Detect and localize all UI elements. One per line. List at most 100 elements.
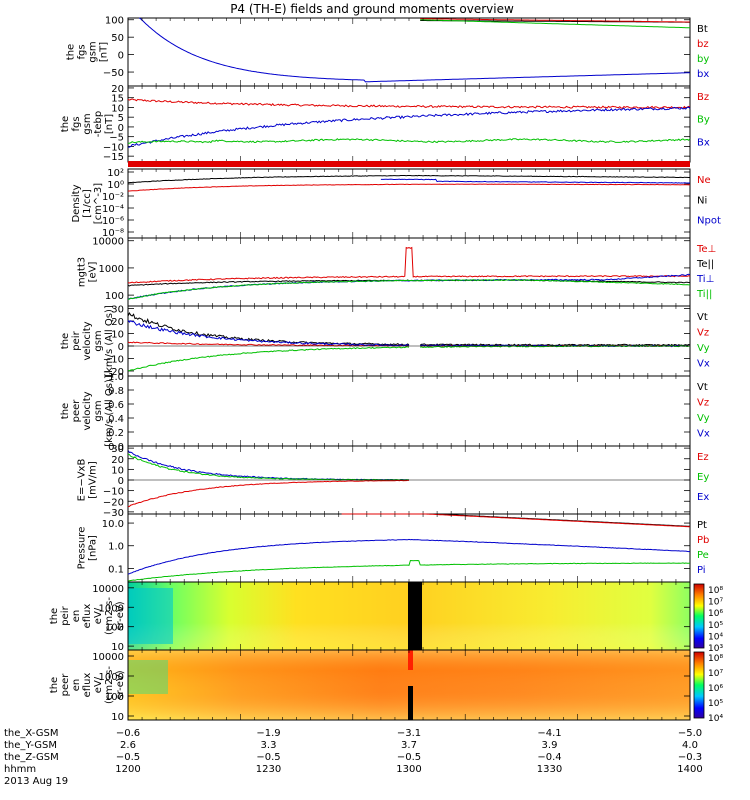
x-row-value: −0.6 (116, 728, 140, 739)
series-red (127, 246, 691, 284)
series-green (128, 138, 691, 144)
colorbar: 10⁸ 10⁷ 10⁶ 10⁵ 10⁴ (693, 651, 723, 724)
data-gap-bar (408, 582, 422, 650)
y-axis-label-line: eV/ (93, 607, 104, 624)
y-tick-label: 20 (111, 317, 124, 328)
colorbar-tick-label: 10⁷ (708, 669, 723, 679)
y-axis-label-line: peir (71, 330, 82, 350)
y-tick-label: −5 (109, 133, 124, 144)
y-axis-label-line: peer (71, 399, 82, 423)
colorbar-tick-label: 10⁶ (708, 609, 723, 619)
legend: Bt bz by bx (697, 24, 709, 80)
panel-frame (127, 17, 691, 87)
y-tick-label: 1.0 (108, 542, 124, 553)
y-axis-label: Pressure [nPa] (77, 527, 99, 570)
y-tick-label: −20 (103, 497, 124, 508)
x-row-value: 3.7 (401, 740, 417, 751)
legend: Ez Ey Ex (697, 452, 709, 503)
y-tick-label: 10⁻⁸ (102, 228, 124, 239)
x-row-value: 1330 (537, 764, 562, 775)
y-axis-label-line: the (49, 677, 60, 693)
y-axis-label-line: gsm (88, 41, 99, 62)
x-row-value: 4.0 (682, 740, 698, 751)
legend: Bz By Bx (697, 92, 710, 148)
panel-frame (127, 85, 691, 163)
y-axis-label-line: gsm (93, 330, 104, 351)
panel-frame (127, 305, 691, 377)
y-tick-label: 10 (111, 330, 124, 341)
x-date: 2013 Aug 19 (4, 776, 68, 787)
y-tick-label: 100 (105, 16, 124, 27)
series-blue (380, 178, 691, 184)
panel-peer-spec: 10⁸ 10⁷ 10⁶ 10⁵ 10⁴ 10000 1000 100 10 the peer en ef… (49, 649, 723, 724)
series-black (127, 174, 690, 184)
y-axis-label-line: the (66, 44, 77, 60)
y-tick-label: 10⁻⁶ (102, 216, 124, 227)
y-axis-label: mgtt3 [eV] (77, 257, 99, 287)
colorbar-tick-label: 10⁴ (708, 714, 723, 724)
y-tick-label: 10⁻² (102, 192, 124, 203)
y-tick-label: 10000 (92, 584, 124, 595)
x-axis: the_X-GSM −0.6 −1.9 −3.1 −4.1 −5.0 the_Y-GSM 2.… (4, 728, 703, 787)
y-tick-label: 0 (118, 476, 124, 487)
legend-entry: Npot (697, 216, 721, 227)
legend-entry: Pt (697, 520, 707, 531)
y-tick-label: 30 (111, 305, 124, 316)
y-tick-label: 10⁰ (107, 180, 124, 191)
series-red (127, 479, 409, 508)
legend-entry: Ni (697, 195, 707, 206)
colorbar-tick-label: 10⁸ (708, 654, 723, 664)
y-tick-label: −10 (103, 487, 124, 498)
series-blue (128, 106, 691, 148)
y-axis-label-line: [cm^-3] (93, 183, 104, 224)
y-tick-label: −10 (103, 142, 124, 153)
y-axis-label-line: -tebp (93, 111, 104, 137)
legend-entry: Vt (697, 312, 708, 323)
legend: Vt Vz Vy Vx (697, 312, 710, 370)
y-tick-label: 10 (111, 103, 124, 114)
y-axis-label: the fgs gsm -tebp [nT] (60, 111, 115, 137)
y-tick-label: 20 (111, 84, 124, 95)
y-tick-label: 1000 (99, 264, 124, 275)
y-tick-label: 10.0 (102, 519, 124, 530)
y-axis-label-line: [mV/m] (88, 461, 99, 499)
y-axis-label-line: the (60, 333, 71, 349)
y-axis-label-line: E=−VxB (77, 459, 88, 502)
y-axis-label-line: mgtt3 (77, 257, 88, 287)
series-red (341, 513, 691, 528)
y-axis-label: Density [1/cc] [cm^-3] (71, 183, 104, 224)
series-green (127, 345, 691, 372)
y-tick-label: 5 (118, 113, 124, 124)
panel-frame (127, 237, 691, 307)
x-row-value: −1.9 (256, 728, 280, 739)
legend-entry: Vy (697, 413, 710, 424)
y-tick-label: 10² (107, 168, 124, 179)
y-axis-label: the fgs gsm [nT] (66, 41, 110, 62)
legend-entry: Ex (697, 492, 709, 503)
y-axis-label-line: peir (60, 605, 71, 625)
x-row-label: the_Y-GSM (4, 740, 57, 751)
y-axis-label-line: eflux (82, 604, 93, 629)
x-row-value: 1300 (396, 764, 421, 775)
legend-entry: Vt (697, 382, 708, 393)
colorbar-tick-label: 10⁴ (708, 632, 723, 642)
legend-entry: Ey (697, 472, 709, 483)
y-axis-label-line: (cm2-s- (104, 666, 115, 704)
y-tick-label: 1000 (99, 603, 124, 614)
data-gap-bar (408, 686, 413, 720)
separator-bar (128, 161, 690, 167)
y-axis-label-line: [eV] (88, 262, 99, 283)
series-red (127, 98, 691, 109)
x-row-value: −0.4 (537, 752, 561, 763)
colorbar-scale (693, 651, 705, 719)
legend-entry: Vx (697, 429, 710, 440)
series-blue (127, 450, 410, 481)
series-blue (127, 319, 691, 348)
colorbar-scale (693, 583, 705, 649)
y-tick-label: −30 (103, 508, 124, 519)
legend: Pt Pb Pe Pi (697, 520, 709, 576)
